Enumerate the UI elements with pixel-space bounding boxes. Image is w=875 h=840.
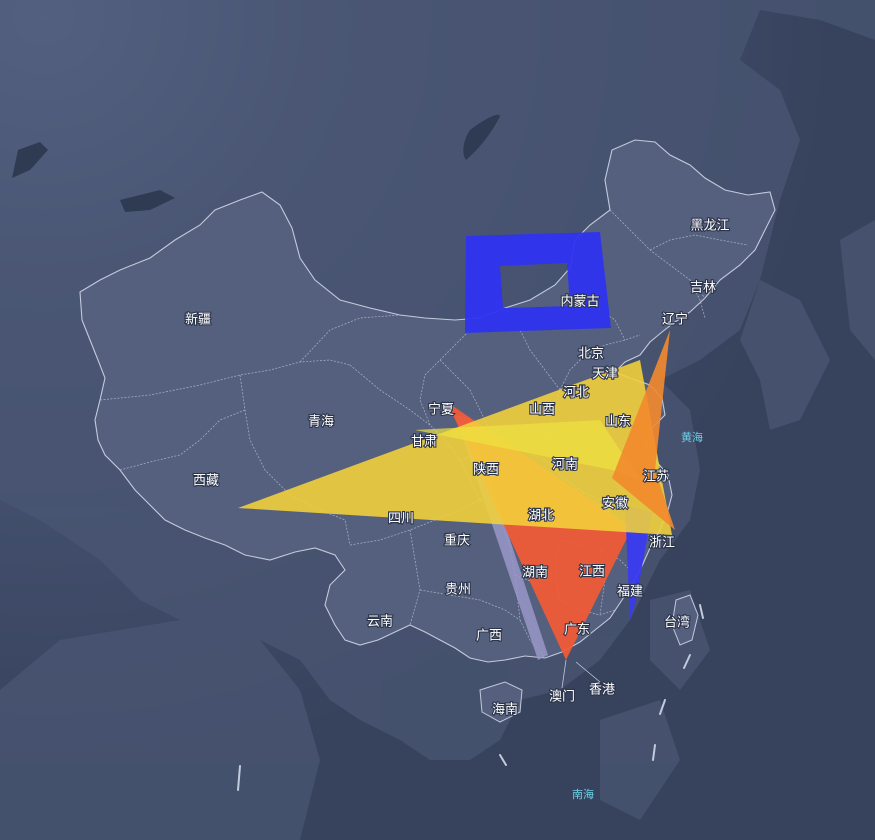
label-heilongjiang: 黑龙江: [690, 219, 729, 234]
label-shaanxi: 陕西: [473, 463, 499, 478]
label-guangdong: 广东: [564, 623, 590, 638]
label-neimenggu: 内蒙古: [560, 294, 599, 310]
label-shandong: 山东: [605, 415, 631, 430]
label-zhejiang: 浙江: [649, 536, 675, 551]
label-ningxia: 宁夏: [428, 402, 454, 418]
label-beijing: 北京: [578, 347, 604, 362]
label-aomen: 澳门: [549, 689, 575, 705]
label-jiangsu: 江苏: [643, 469, 669, 485]
label-guizhou: 贵州: [445, 583, 471, 598]
taiwan-island: [671, 594, 699, 646]
yellow-fan-overlay: [238, 360, 672, 535]
label-hunan: 湖南: [522, 565, 548, 581]
province-labels: 新疆 西藏 青海 甘肃 宁夏 内蒙古 黑龙江 吉林 辽宁 北京 天津 河北 山西…: [184, 217, 731, 718]
label-xizang: 西藏: [193, 474, 219, 489]
label-henan: 河南: [552, 457, 578, 473]
hainan-island: [479, 681, 523, 723]
label-jilin: 吉林: [690, 281, 716, 296]
blue-sliver-overlay: [625, 505, 652, 620]
label-hubei: 湖北: [528, 509, 554, 524]
label-gansu: 甘肃: [411, 435, 437, 450]
label-fujian: 福建: [617, 585, 643, 600]
label-hebei: 河北: [563, 386, 589, 401]
leader-lines: [561, 659, 601, 689]
sea-label-huanghai: 黄海: [681, 430, 703, 444]
label-jiangxi: 江西: [579, 565, 605, 580]
orange-wedge-overlay: [612, 330, 675, 530]
label-liaoning: 辽宁: [662, 312, 688, 328]
label-shanxi: 山西: [529, 403, 555, 418]
blue-frame-overlay: [465, 232, 611, 333]
label-chongqing: 重庆: [444, 533, 470, 549]
label-qinghai: 青海: [308, 415, 334, 430]
label-tianjin: 天津: [592, 367, 618, 382]
yellow-wing-overlay: [415, 420, 640, 480]
label-xinjiang: 新疆: [185, 312, 211, 328]
label-hainan: 海南: [492, 702, 518, 718]
label-guangxi: 广西: [476, 629, 502, 644]
nine-dash-line: [237, 604, 704, 791]
label-sichuan: 四川: [388, 512, 414, 527]
label-yunnan: 云南: [367, 614, 393, 630]
label-anhui: 安徽: [602, 497, 628, 512]
label-xianggang: 香港: [589, 683, 615, 698]
sea-label-nanhai: 南海: [572, 787, 594, 801]
label-taiwan: 台湾: [664, 615, 690, 631]
